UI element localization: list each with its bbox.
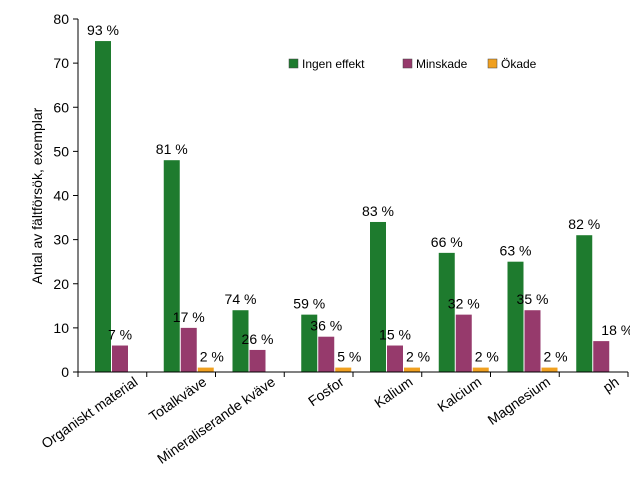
bar-minskade-0 <box>112 345 128 372</box>
category-label: Kalium <box>371 373 415 411</box>
bar-minskade-5 <box>455 314 472 372</box>
bar-ingen-effekt-4 <box>370 221 386 372</box>
bar-minskade-2 <box>249 349 266 372</box>
x-ticks: Organiskt material TotalkväveMineralisera… <box>38 372 629 467</box>
bar-kade-3 <box>335 367 352 372</box>
data-label: 59 % <box>293 296 325 312</box>
data-label: 36 % <box>310 318 342 334</box>
y-ticks: 0 10 20 30 40 50 60 70 80 <box>53 11 78 380</box>
y-tick-label: 50 <box>53 143 69 159</box>
legend-label: Ingen effekt <box>302 57 365 71</box>
legend-label: Ökade <box>501 57 537 71</box>
bar-ingen-effekt-3 <box>301 314 318 372</box>
y-axis-title: Antal av fältförsök, exemplar <box>29 107 45 284</box>
bar-minskade-6 <box>524 310 541 372</box>
category-label: Organiskt material <box>38 373 140 451</box>
legend-swatch <box>487 58 498 69</box>
data-label: 26 % <box>242 331 274 347</box>
bar-ingen-effekt-7 <box>576 235 593 372</box>
bars-layer <box>95 41 610 372</box>
y-tick-label: 30 <box>53 232 69 248</box>
y-tick-label: 70 <box>53 55 69 71</box>
data-label: 81 % <box>156 141 188 157</box>
bar-ingen-effekt-1 <box>163 160 180 372</box>
data-label: 2 % <box>543 349 567 365</box>
category-label: Totalkväve <box>146 373 210 424</box>
data-label: 83 % <box>362 203 394 219</box>
legend: Ingen effekt Minskade Ökade <box>288 57 537 71</box>
bar-kade-5 <box>472 367 489 372</box>
data-label: 15 % <box>379 327 411 343</box>
legend-swatch <box>288 58 299 69</box>
bar-kade-1 <box>197 367 214 372</box>
bar-kade-4 <box>404 367 420 372</box>
y-tick-label: 20 <box>53 276 69 292</box>
bar-minskade-7 <box>593 341 610 372</box>
data-label: 17 % <box>173 309 205 325</box>
bar-minskade-3 <box>318 336 335 372</box>
y-tick-label: 40 <box>53 188 69 204</box>
data-label: 7 % <box>108 327 132 343</box>
data-label: 74 % <box>225 291 257 307</box>
y-tick-label: 80 <box>53 11 69 27</box>
data-label: 18 % <box>601 322 630 338</box>
data-label: 2 % <box>200 349 224 365</box>
category-label: Mineraliserande kväve <box>154 373 278 467</box>
bar-ingen-effekt-2 <box>232 310 249 372</box>
legend-swatch <box>402 58 413 69</box>
data-label: 32 % <box>448 296 480 312</box>
bar-kade-6 <box>541 367 558 372</box>
bar-minskade-4 <box>387 345 403 372</box>
y-tick-label: 10 <box>53 320 69 336</box>
category-label: ph <box>600 373 622 395</box>
data-label: 93 % <box>87 22 119 38</box>
legend-label: Minskade <box>416 57 468 71</box>
bar-minskade-1 <box>180 327 197 372</box>
data-label: 82 % <box>568 216 600 232</box>
data-label: 63 % <box>500 243 532 259</box>
y-tick-label: 0 <box>61 364 69 380</box>
data-label: 5 % <box>337 349 361 365</box>
y-tick-label: 60 <box>53 99 69 115</box>
data-label: 2 % <box>475 349 499 365</box>
bar-ingen-effekt-6 <box>507 261 524 372</box>
bar-ingen-effekt-0 <box>95 41 111 372</box>
data-label: 35 % <box>517 291 549 307</box>
bar-ingen-effekt-5 <box>438 252 455 372</box>
category-label: Kalcium <box>434 373 484 415</box>
data-label: 66 % <box>431 234 463 250</box>
category-label: Fosfor <box>305 373 347 409</box>
data-label: 2 % <box>406 349 430 365</box>
data-labels-layer: 93 % 7 % 81 % 17 % 2 % 74 % 26 % 59 % 36 % 5 % 83 … <box>87 22 630 365</box>
category-label: Magnesium <box>485 373 553 428</box>
